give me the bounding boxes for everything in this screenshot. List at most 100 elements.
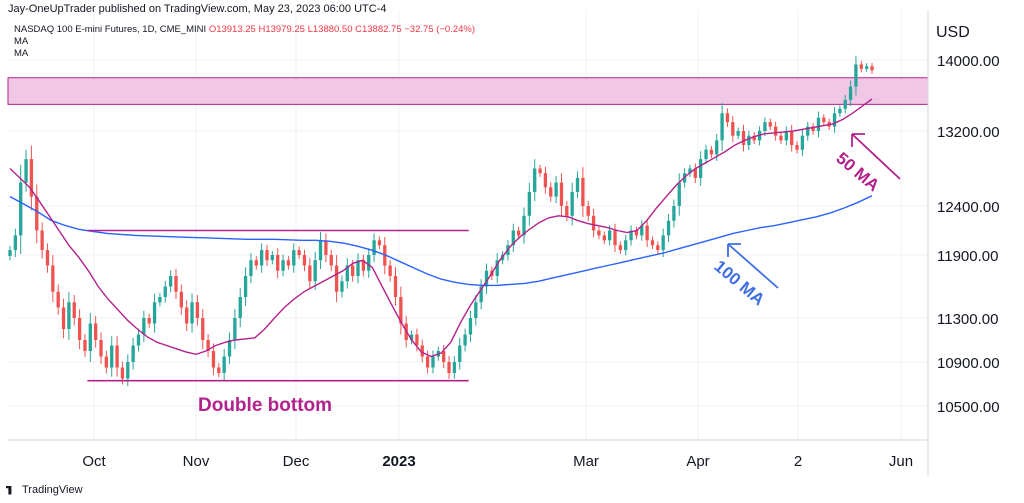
candle-body <box>61 307 66 329</box>
candle <box>206 334 210 357</box>
currency-label: USD <box>936 24 970 41</box>
annotation-double-bottom: Double bottom <box>198 395 332 416</box>
candle-body <box>276 255 280 271</box>
candle <box>484 263 489 294</box>
y-tick-label: 10900.00 <box>937 355 1000 372</box>
symbol-name: NASDAQ 100 E-mini Futures, 1D, CME_MINI <box>14 24 207 35</box>
candle-body <box>270 255 275 261</box>
candle-body <box>806 126 810 136</box>
candle-body <box>570 191 574 216</box>
candle-body <box>420 345 424 357</box>
candle <box>281 254 285 277</box>
candle <box>731 116 735 143</box>
candle-body <box>345 265 349 282</box>
candle-body <box>249 260 253 276</box>
candle-body <box>484 270 489 287</box>
candle-body <box>201 318 205 340</box>
candle-body <box>688 168 692 174</box>
candle-body <box>870 66 874 71</box>
candle-body <box>185 307 189 324</box>
candle <box>13 228 18 257</box>
candle <box>292 243 296 273</box>
candle-body <box>452 362 457 373</box>
candle <box>185 300 189 332</box>
candle-body <box>334 265 339 292</box>
candle-body <box>591 215 596 231</box>
candle-body <box>554 182 558 197</box>
candle <box>736 127 740 140</box>
candle-body <box>800 135 805 150</box>
x-tick-label: Nov <box>183 453 210 470</box>
candle <box>217 363 221 378</box>
candle-body <box>313 260 317 282</box>
candle-body <box>832 113 837 127</box>
candle <box>345 258 349 289</box>
candle-body <box>367 255 371 271</box>
candle-body <box>752 135 756 141</box>
candle <box>613 223 617 252</box>
candle <box>795 141 799 154</box>
candle <box>725 108 730 127</box>
candle <box>806 121 810 141</box>
candle <box>442 345 446 368</box>
candle <box>666 213 671 243</box>
candle <box>634 226 639 240</box>
candle-body <box>816 117 821 131</box>
candle <box>222 348 226 381</box>
candle <box>152 293 157 333</box>
candle-body <box>811 126 815 131</box>
candle-body <box>479 286 483 303</box>
candle <box>816 111 821 138</box>
candle-body <box>136 334 141 346</box>
candle <box>334 255 339 303</box>
candle-body <box>35 196 39 231</box>
candle-body <box>661 235 665 251</box>
candle <box>227 332 232 365</box>
candle-body <box>206 340 210 351</box>
candle <box>870 62 874 74</box>
candle <box>324 233 328 263</box>
candle-body <box>463 334 467 346</box>
candle <box>709 146 714 159</box>
candle <box>115 336 119 377</box>
candle <box>463 328 467 352</box>
candle-body <box>624 240 628 251</box>
candle-body <box>51 265 55 292</box>
candle <box>45 243 50 273</box>
candle <box>99 332 103 365</box>
candle-body <box>281 260 285 271</box>
candle-body <box>859 64 863 69</box>
candle <box>511 223 515 252</box>
x-tick-label: 2 <box>794 453 802 470</box>
candle-body <box>45 250 50 266</box>
candle-body <box>324 240 328 255</box>
candle-body <box>838 108 842 114</box>
candle <box>747 130 751 151</box>
candle-body <box>559 182 564 206</box>
ma100-arrow-shaft <box>727 243 779 289</box>
candle-body <box>843 99 847 109</box>
candle-body <box>104 356 109 368</box>
candle <box>474 295 478 326</box>
candle <box>741 124 746 152</box>
candle-body <box>265 250 269 261</box>
candle <box>549 182 553 202</box>
candle-body <box>163 286 167 297</box>
candle <box>479 279 483 310</box>
x-tick-label: 2023 <box>382 453 415 470</box>
y-tick-label: 13200.00 <box>937 124 1000 141</box>
candle-body <box>24 159 28 183</box>
candle-body <box>533 168 537 192</box>
x-tick-label: Mar <box>573 453 599 470</box>
candle-body <box>447 362 451 373</box>
candle-body <box>29 159 34 197</box>
candle-body <box>308 265 312 282</box>
candle-body <box>377 240 382 246</box>
candle-body <box>120 367 125 379</box>
candle-body <box>131 345 135 362</box>
candle <box>597 226 601 240</box>
candle <box>302 249 307 272</box>
candle <box>286 256 291 270</box>
candle-body <box>425 356 430 368</box>
